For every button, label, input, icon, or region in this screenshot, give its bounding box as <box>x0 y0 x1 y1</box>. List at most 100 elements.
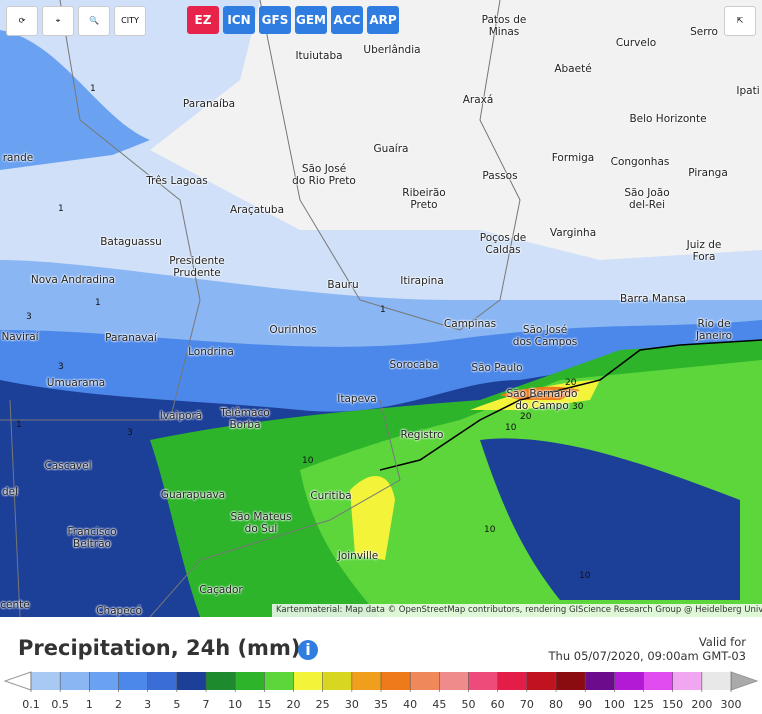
legend-tick-label: 20 <box>287 698 301 711</box>
city-label: Presidente Prudente <box>169 255 225 279</box>
legend-swatch <box>614 672 644 690</box>
legend-swatch <box>497 672 527 690</box>
city-label: Passos <box>482 170 518 182</box>
legend-swatch <box>585 672 615 690</box>
city-label: Araxá <box>462 94 494 106</box>
legend-tick-label: 15 <box>257 698 271 711</box>
legend-tick-label: 2 <box>115 698 122 711</box>
attribution: Kartenmaterial: Map data © OpenStreetMap… <box>276 605 762 615</box>
city-label: Ivaiporã <box>159 410 203 422</box>
city-label: Formiga <box>551 152 595 164</box>
legend-swatch <box>118 672 148 690</box>
city-label: Francisco Beltrão <box>67 526 117 550</box>
model-button[interactable]: GFS <box>259 6 291 34</box>
city-label: Ipati <box>736 85 760 97</box>
legend-tick-label: 45 <box>432 698 446 711</box>
city-label: Paranaíba <box>182 98 236 110</box>
city-label: Juiz de Fora <box>686 239 722 263</box>
valid-label: Valid for <box>698 635 746 649</box>
legend-tick-label: 300 <box>721 698 742 711</box>
legend-swatch <box>31 672 61 690</box>
city-label: Sorocaba <box>389 359 439 371</box>
legend-tick-label: 0.1 <box>22 698 40 711</box>
city-label: Campinas <box>443 318 497 330</box>
legend-title: Precipitation, 24h (mm) <box>18 636 301 660</box>
share-button[interactable]: ⇱ <box>724 6 756 36</box>
legend-tick-label: 7 <box>203 698 210 711</box>
contour-label: 1 <box>95 298 101 308</box>
legend-tick-label: 25 <box>316 698 330 711</box>
city-label: São José do Rio Preto <box>292 163 356 187</box>
map <box>0 0 762 617</box>
legend-tick-label: 100 <box>604 698 625 711</box>
city-label: Guarapuava <box>160 489 226 501</box>
city-label: Ituiutaba <box>295 50 343 62</box>
legend-tick-label: 70 <box>520 698 534 711</box>
city-label: Caçador <box>199 584 243 596</box>
legend-arrow-high <box>730 671 759 691</box>
model-button[interactable]: ACC <box>331 6 363 34</box>
city-label: Telêmaco Borba <box>220 407 270 431</box>
city-label: Três Lagoas <box>146 175 208 187</box>
legend: 0.1 0.5 1 2 3 5 7 10 15 20 25 30 35 40 45 50 60 70 80 90 100… <box>3 671 759 711</box>
city-label: Abaeté <box>554 63 592 75</box>
city-label: Ourinhos <box>269 324 317 336</box>
contour-label: 10 <box>484 525 496 535</box>
city-label: Londrina <box>188 346 234 358</box>
city-label: Patos de Minas <box>481 14 527 38</box>
info-icon[interactable]: i <box>298 640 318 660</box>
city-label: São Bernardo do Campo <box>506 388 578 412</box>
reload-button[interactable]: ⟳ <box>6 6 38 36</box>
legend-swatch <box>351 672 381 690</box>
contour-label: 3 <box>58 362 64 372</box>
zoom-button[interactable]: 🔍 <box>78 6 110 36</box>
legend-tick-label: 50 <box>462 698 476 711</box>
city-label: Belo Horizonte <box>629 113 707 125</box>
model-button[interactable]: ICN <box>223 6 255 34</box>
legend-swatch <box>206 672 236 690</box>
legend-swatch <box>439 672 469 690</box>
contour-label: 3 <box>26 312 32 322</box>
legend-swatch <box>322 672 352 690</box>
legend-tick-label: 5 <box>173 698 180 711</box>
contour-label: 3 <box>127 428 133 438</box>
legend-swatch <box>381 672 411 690</box>
legend-tick-label: 90 <box>578 698 592 711</box>
model-button[interactable]: ARP <box>367 6 399 34</box>
city-label: São Mateus do Sul <box>230 511 292 535</box>
locate-button[interactable]: ⌖ <box>42 6 74 36</box>
legend-swatch <box>410 672 440 690</box>
model-button[interactable]: EZ <box>187 6 219 34</box>
city-label: Poços de Caldas <box>479 232 527 256</box>
contour-label: 10 <box>505 423 517 433</box>
city-label: cente <box>0 599 30 611</box>
city-label: Uberlândia <box>363 44 421 56</box>
legend-swatch <box>147 672 177 690</box>
legend-swatch <box>701 672 731 690</box>
legend-tick-label: 125 <box>633 698 654 711</box>
valid-time: Thu 05/07/2020, 09:00am GMT-03 <box>548 649 746 663</box>
legend-swatch <box>176 672 206 690</box>
model-button[interactable]: GEM <box>295 6 327 34</box>
legend-swatch <box>672 672 702 690</box>
legend-tick-label: 150 <box>662 698 683 711</box>
legend-swatch <box>235 672 265 690</box>
city-label: Nova Andradina <box>30 274 116 286</box>
legend-swatch <box>60 672 90 690</box>
city-label: Bataguassu <box>100 236 162 248</box>
legend-tick-label: 10 <box>228 698 242 711</box>
city-label: Chapecó <box>96 605 142 617</box>
city-button[interactable]: CITY <box>114 6 146 36</box>
legend-swatch <box>89 672 119 690</box>
legend-swatch <box>468 672 498 690</box>
city-label: São João del-Rei <box>624 187 670 211</box>
city-label: Varginha <box>549 227 597 239</box>
city-label: Curvelo <box>615 37 657 49</box>
city-label: Umuarama <box>46 377 106 389</box>
contour-label: 1 <box>58 204 64 214</box>
city-label: Araçatuba <box>229 204 285 216</box>
city-label: Joinville <box>337 550 379 562</box>
legend-tick-label: 1 <box>86 698 93 711</box>
legend-tick-label: 30 <box>345 698 359 711</box>
